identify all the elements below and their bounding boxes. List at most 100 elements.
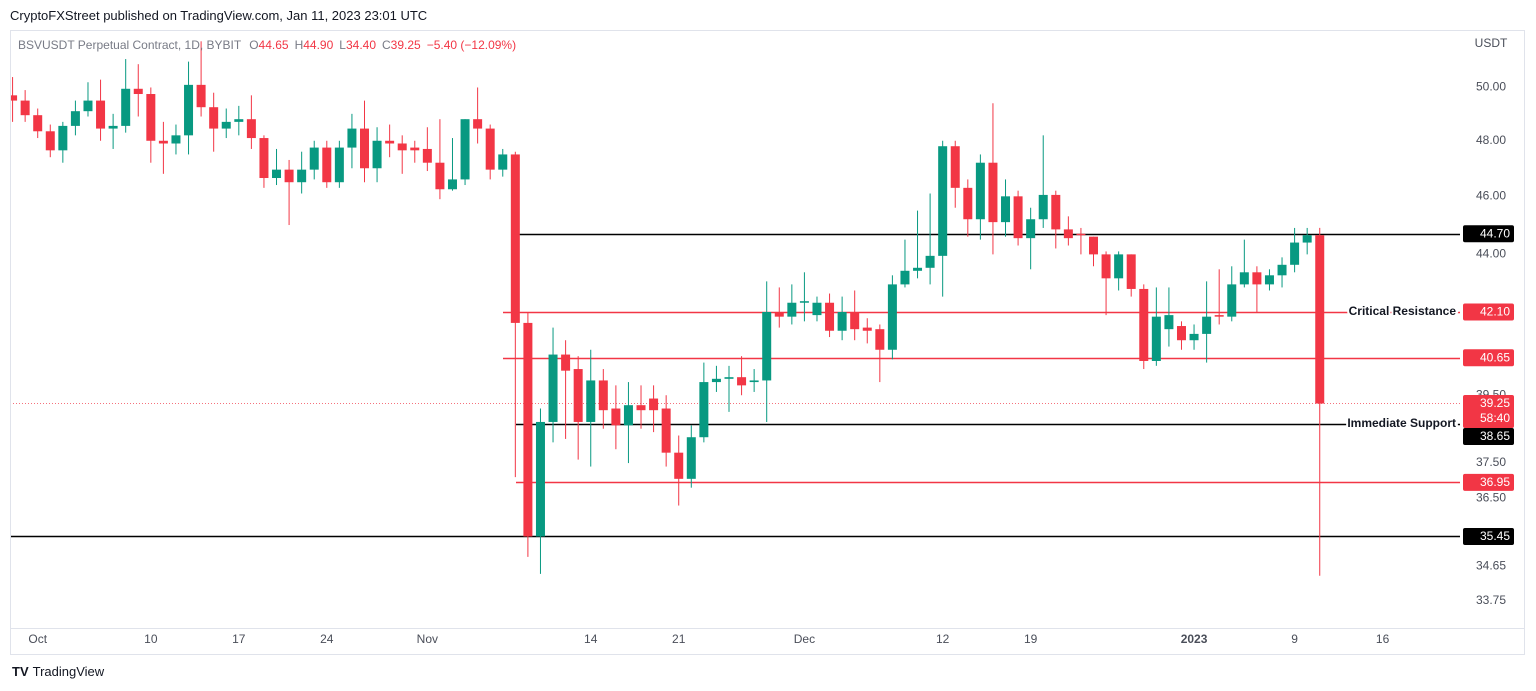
candle-body <box>611 408 621 426</box>
candle-body <box>360 128 369 169</box>
brand: TradingView <box>32 664 105 679</box>
candle-body <box>1114 254 1124 279</box>
candle-body <box>372 140 382 169</box>
candle-body <box>309 147 319 170</box>
candle-body <box>83 100 93 112</box>
candle-body <box>196 84 206 108</box>
candle-body <box>523 322 533 537</box>
candle-body <box>561 354 571 371</box>
candle-body <box>133 88 143 95</box>
candle-body <box>1026 219 1036 239</box>
candle-body <box>1063 229 1073 239</box>
level-tag <box>1463 527 1514 545</box>
candle-body <box>649 398 659 411</box>
symbol: BSVUSDT Perpetual Contract, 1D, BYBIT <box>18 38 242 52</box>
candle-body <box>900 270 910 285</box>
x-tick-label: 21 <box>672 632 686 646</box>
ohlc-key: O <box>249 38 259 52</box>
candle-body <box>749 380 759 383</box>
candle-body <box>1315 235 1325 404</box>
price-tag-label: 42.10 <box>1480 305 1510 319</box>
candle-body <box>711 378 721 383</box>
ohlc-value: 44.90 <box>303 38 334 52</box>
last-price-tag <box>1463 395 1514 429</box>
candle-body <box>234 119 244 122</box>
price-tag-label: 35.45 <box>1480 529 1510 543</box>
candle-body <box>950 146 960 188</box>
x-tick-label: Dec <box>794 632 815 646</box>
candle-body <box>96 100 106 129</box>
x-tick-label: 10 <box>144 632 158 646</box>
candle-body <box>20 100 30 116</box>
y-tick-label: 48.00 <box>1476 133 1506 147</box>
candle-body <box>1101 254 1111 279</box>
ohlc-value: 39.25 <box>390 38 421 52</box>
symbol-legend: BSVUSDT Perpetual Contract, 1D, BYBIT O44… <box>18 38 522 52</box>
candle-body <box>598 380 608 411</box>
candle-body <box>699 382 709 438</box>
candle-body <box>121 88 131 126</box>
candle-body <box>297 169 307 183</box>
candle-body <box>1277 264 1287 276</box>
pane-border <box>10 30 1525 655</box>
candle-body <box>1126 254 1136 289</box>
candle-body <box>1227 284 1237 317</box>
candle-body <box>1290 242 1300 265</box>
candle-body <box>246 119 256 139</box>
ohlc-key: H <box>294 38 304 52</box>
publisher: CryptoFXStreet published on TradingView.… <box>10 8 428 23</box>
x-tick-label: 2023 <box>1181 632 1208 646</box>
plot <box>11 41 1460 576</box>
level-tag <box>1463 225 1514 243</box>
candle-body <box>862 327 872 331</box>
footer: TV TradingView <box>12 664 104 679</box>
candle-body <box>1302 235 1312 243</box>
ohlc-key: C <box>382 38 391 52</box>
candle-body <box>447 179 457 190</box>
candle-body <box>1051 194 1061 230</box>
candle-body <box>674 452 684 479</box>
candle-body <box>535 421 545 537</box>
candle-body <box>661 408 671 453</box>
candle-body <box>850 312 860 330</box>
ohlc-value: 34.40 <box>345 38 376 52</box>
candle-body <box>636 405 646 411</box>
candle-body <box>158 140 168 144</box>
price-tag-label: 36.95 <box>1480 475 1510 489</box>
candle-body <box>1089 236 1098 255</box>
candle-body <box>259 138 269 179</box>
candle-body <box>1164 315 1174 330</box>
candle-body <box>473 119 483 129</box>
candle-body <box>1189 333 1199 341</box>
candle-body <box>1013 196 1023 239</box>
candle-body <box>171 135 181 144</box>
candle-body <box>1176 326 1186 341</box>
y-tick-label: 36.50 <box>1476 491 1506 505</box>
candle-body <box>184 84 194 136</box>
candle-body <box>146 94 156 141</box>
candle-body <box>724 377 734 379</box>
candle-body <box>787 302 797 317</box>
candle-body <box>347 128 357 148</box>
candle-body <box>913 267 923 271</box>
x-tick-label: 14 <box>584 632 598 646</box>
candle-body <box>272 169 282 179</box>
candle-body <box>1151 316 1161 361</box>
ohlc-value: 44.65 <box>258 38 289 52</box>
candle-body <box>108 125 118 129</box>
candle-body <box>1001 196 1011 223</box>
x-tick-label: Oct <box>28 632 47 646</box>
price-tag-label: 40.65 <box>1480 350 1510 364</box>
candle-body <box>334 147 344 183</box>
candle-body <box>284 169 294 183</box>
candle-body <box>938 146 948 256</box>
candle-body <box>33 115 43 132</box>
countdown-label: 58:40 <box>1480 411 1510 425</box>
candle-body <box>1252 272 1262 285</box>
x-tick-label: 9 <box>1291 632 1298 646</box>
candle-body <box>422 148 432 163</box>
candle-body <box>1038 194 1048 220</box>
candle-body <box>209 107 219 129</box>
